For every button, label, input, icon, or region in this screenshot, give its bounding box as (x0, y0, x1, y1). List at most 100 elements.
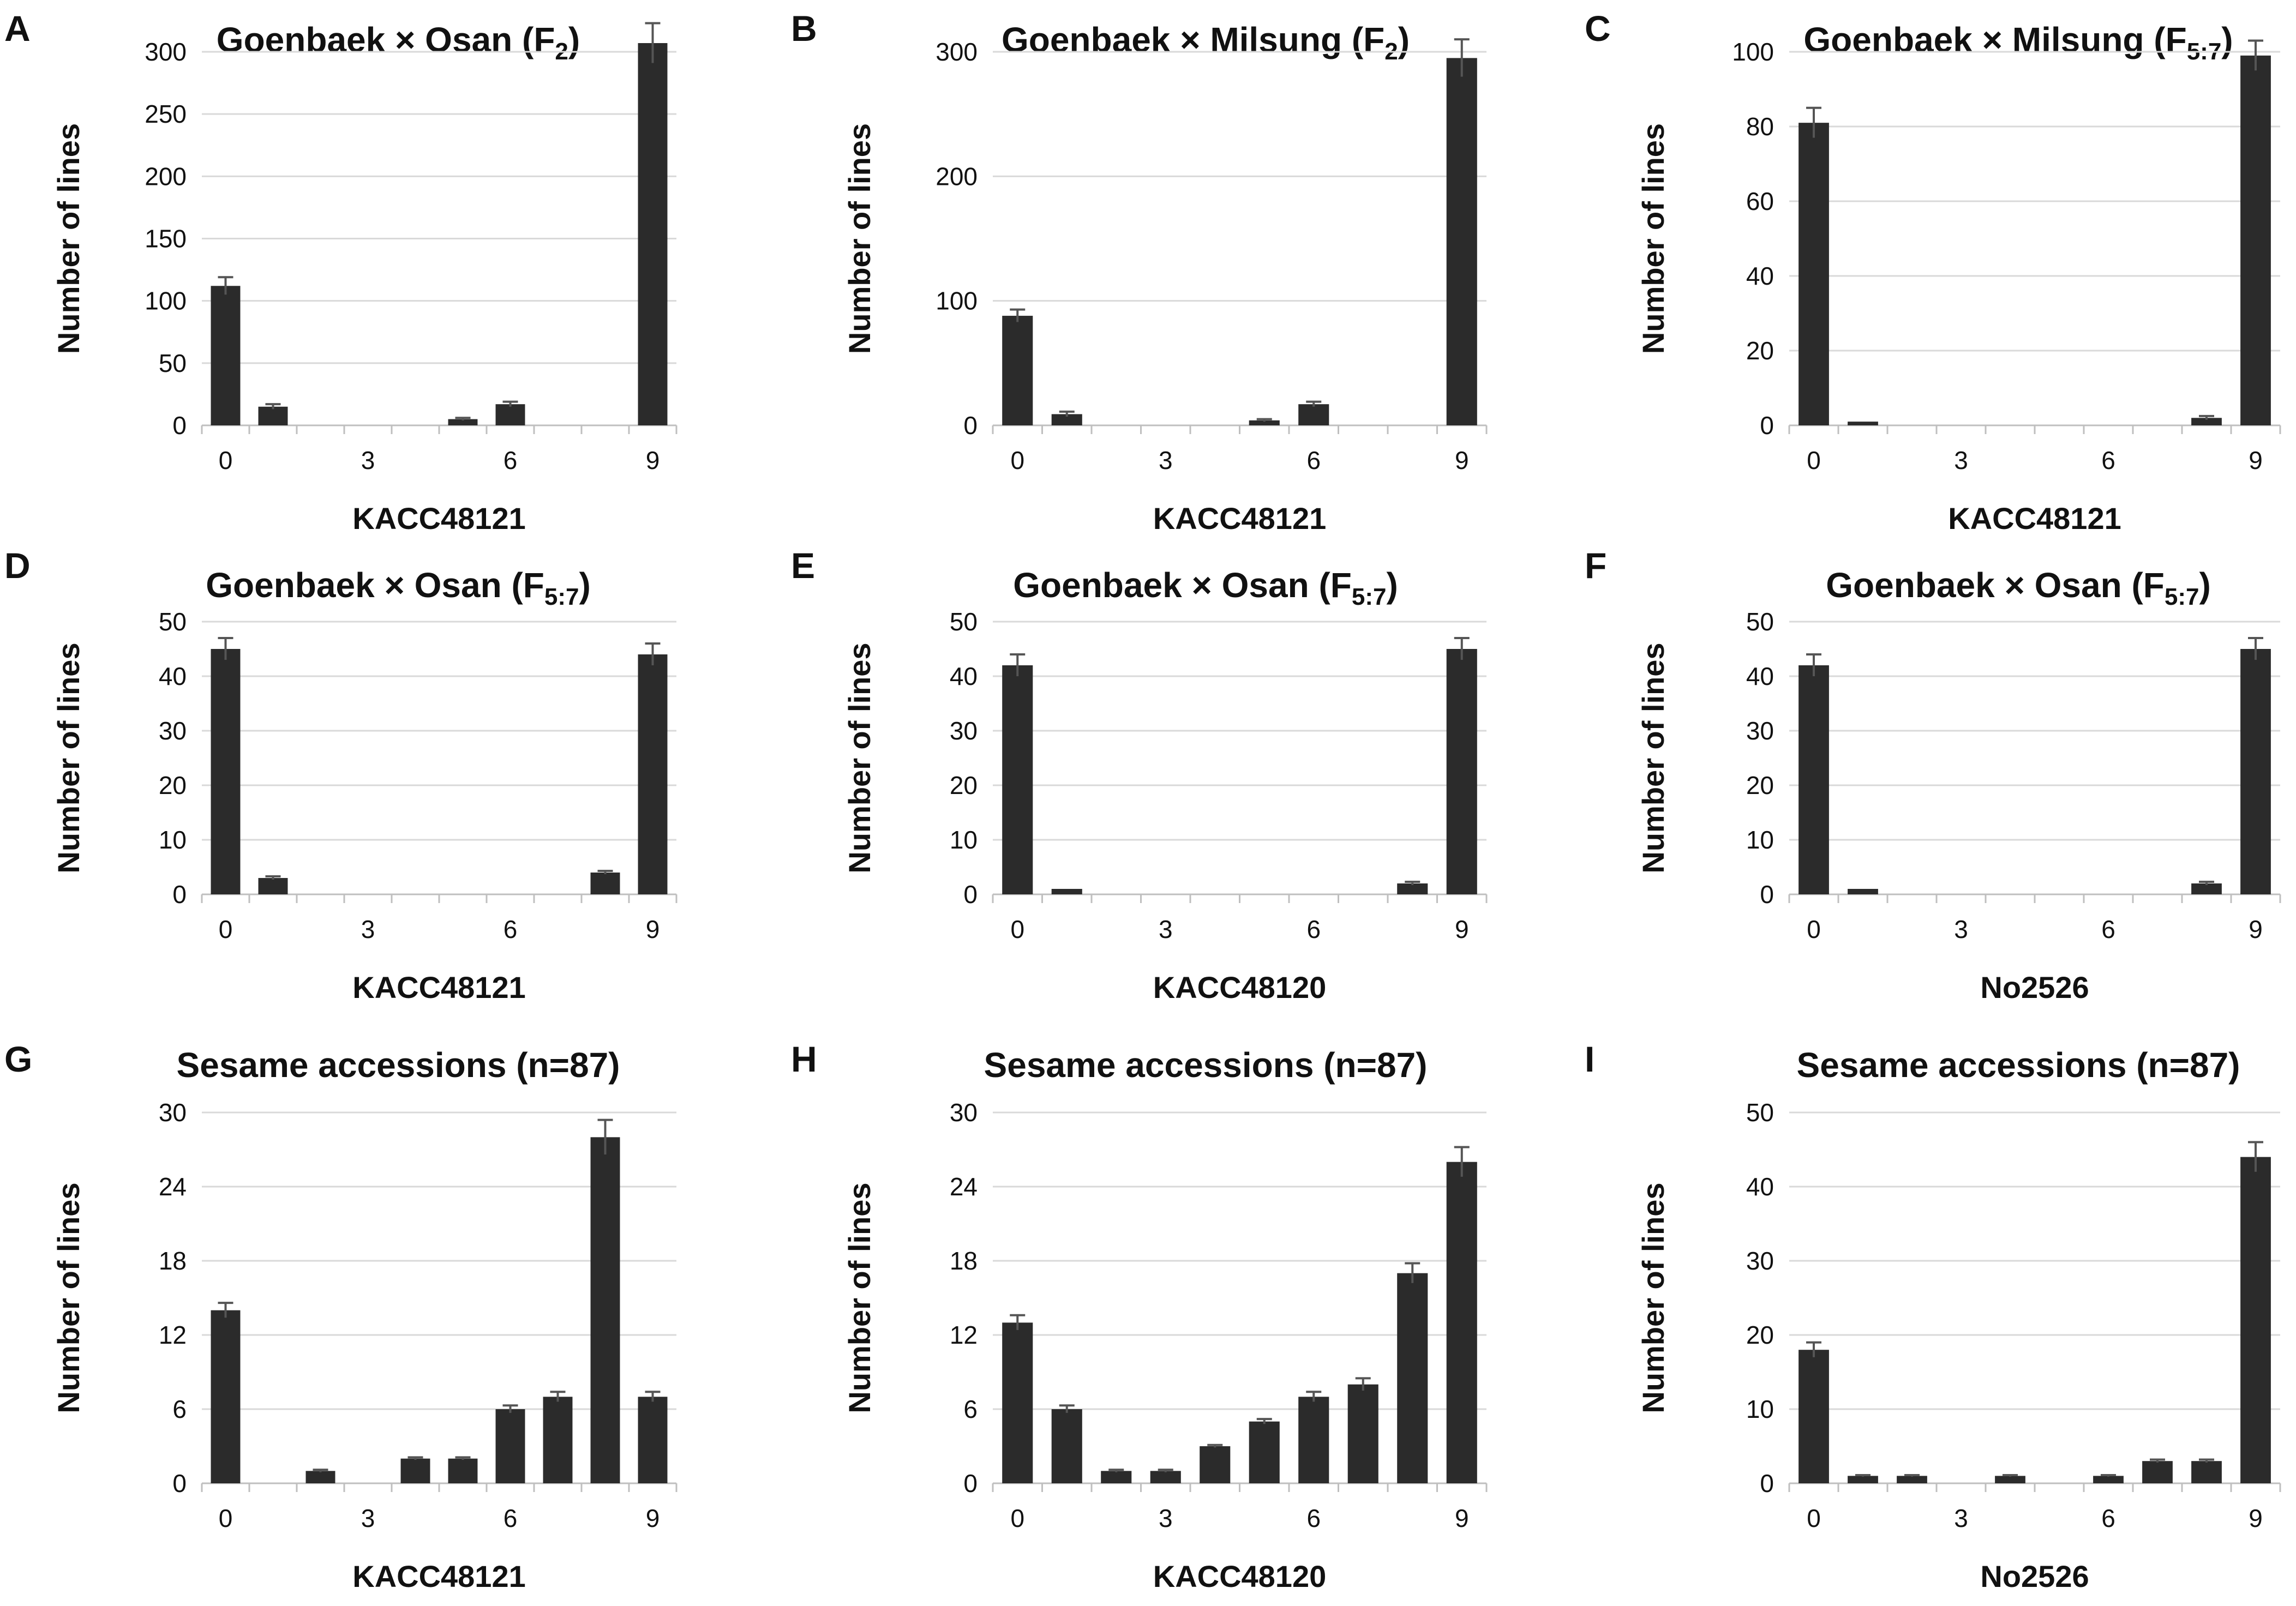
x-tick-label: 9 (646, 446, 660, 474)
x-axis-label: No2526 (1980, 970, 2089, 1004)
y-tick-label: 20 (1746, 771, 1774, 799)
bar (495, 1409, 525, 1483)
bar (1848, 889, 1878, 894)
bar (1002, 1322, 1033, 1483)
y-tick-label: 10 (1746, 1395, 1774, 1423)
chart-panel-i: I Sesame accessions (n=87) 0 10 20 30 40 50 0 3 6 9… (1585, 1039, 2281, 1593)
bar (1298, 404, 1329, 425)
y-axis-label: Number of lines (842, 123, 877, 354)
y-tick-label: 50 (1746, 607, 1774, 636)
y-tick-label: 0 (1760, 1469, 1774, 1497)
bar (1397, 1273, 1428, 1483)
y-tick-label: 24 (950, 1172, 978, 1201)
x-tick-label: 3 (1159, 446, 1173, 474)
x-tick-label: 9 (646, 1504, 660, 1532)
x-axis-label: KACC48121 (352, 501, 526, 536)
panel-letter: B (791, 8, 817, 49)
bar (590, 1137, 620, 1483)
x-tick-label: 3 (361, 1504, 375, 1532)
y-tick-label: 200 (145, 162, 187, 190)
x-tick-label: 0 (1807, 446, 1821, 474)
y-tick-label: 30 (159, 717, 187, 745)
bar (211, 649, 241, 894)
chart-panel-b: B Goenbaek × Milsung (F2) 0 100 200 300 0 3 6 9 KA… (791, 8, 1488, 536)
chart-title: Goenbaek × Milsung (F2) (1002, 20, 1410, 65)
y-tick-label: 18 (159, 1247, 187, 1275)
chart-title-close: ) (568, 20, 580, 59)
y-tick-label: 40 (159, 662, 187, 690)
y-tick-label: 18 (950, 1247, 978, 1275)
bar (1799, 665, 1829, 894)
panel-letter: D (4, 545, 31, 586)
x-tick-label: 6 (503, 1504, 518, 1532)
chart-panel-h: H Sesame accessions (n=87) 0 6 12 18 24 30 0 3 6 9 K… (791, 1039, 1488, 1593)
chart-title: Goenbaek × Osan (F5:7) (1826, 566, 2211, 610)
x-tick-label: 3 (1159, 915, 1173, 943)
y-tick-label: 250 (145, 100, 187, 128)
x-tick-label: 3 (1954, 1504, 1968, 1532)
chart-title: Goenbaek × Osan (F5:7) (1013, 566, 1398, 610)
y-tick-label: 50 (950, 607, 978, 636)
bar (258, 878, 288, 894)
chart-title-main: Goenbaek × Osan (F (1013, 566, 1352, 605)
x-axis-label: KACC48120 (1153, 1559, 1327, 1593)
y-tick-label: 0 (172, 880, 187, 909)
y-tick-label: 20 (159, 771, 187, 799)
bar (1051, 1409, 1082, 1483)
chart-title-main: Goenbaek × Milsung (F (1002, 20, 1384, 59)
y-axis-label: Number of lines (842, 1182, 877, 1413)
y-tick-label: 20 (950, 771, 978, 799)
x-tick-label: 9 (2249, 1504, 2263, 1532)
bar (638, 654, 668, 894)
chart-title-main: Goenbaek × Osan (F (206, 566, 544, 605)
y-tick-label: 30 (1746, 1247, 1774, 1275)
y-tick-label: 10 (1746, 826, 1774, 854)
bar (1101, 1471, 1132, 1483)
chart-title: Sesame accessions (n=87) (1797, 1045, 2240, 1085)
bar (2093, 1476, 2124, 1483)
chart-title-main: Goenbaek × Milsung (F (1803, 20, 2186, 59)
bar (1347, 1384, 1378, 1483)
bar (638, 1397, 668, 1483)
panel-letter: A (4, 8, 31, 49)
x-tick-label: 9 (2249, 446, 2263, 474)
bar (1799, 1350, 1829, 1483)
y-tick-label: 30 (950, 1098, 978, 1127)
x-tick-label: 0 (1010, 1504, 1024, 1532)
x-tick-label: 6 (503, 915, 518, 943)
y-tick-label: 0 (172, 411, 187, 440)
x-tick-label: 0 (1807, 915, 1821, 943)
y-tick-label: 0 (1760, 880, 1774, 909)
y-axis-label: Number of lines (51, 642, 86, 873)
bar (1799, 123, 1829, 425)
bar (448, 1458, 478, 1483)
y-tick-label: 100 (1732, 38, 1774, 66)
bar (211, 1310, 241, 1483)
x-tick-label: 6 (2101, 1504, 2115, 1532)
y-tick-label: 12 (950, 1321, 978, 1349)
bar (305, 1471, 335, 1483)
y-tick-label: 40 (950, 662, 978, 690)
chart-title-close: ) (579, 566, 590, 605)
x-tick-label: 3 (1159, 1504, 1173, 1532)
y-tick-label: 0 (963, 880, 978, 909)
bar (1200, 1446, 1231, 1483)
bar (1397, 883, 1428, 894)
x-axis-label: KACC48121 (352, 1559, 526, 1593)
bar (1848, 422, 1878, 425)
x-tick-label: 9 (646, 915, 660, 943)
y-tick-label: 100 (936, 287, 978, 315)
bar (1002, 665, 1033, 894)
chart-title: Goenbaek × Milsung (F5:7) (1803, 20, 2233, 65)
chart-title-close: ) (1386, 566, 1398, 605)
x-tick-label: 9 (2249, 915, 2263, 943)
x-tick-label: 0 (219, 915, 233, 943)
panel-letter: E (791, 545, 815, 586)
bar (590, 873, 620, 894)
panel-letter: F (1585, 545, 1606, 586)
y-tick-label: 30 (1746, 717, 1774, 745)
y-tick-label: 6 (172, 1395, 187, 1423)
y-tick-label: 300 (936, 38, 978, 66)
x-tick-label: 0 (219, 446, 233, 474)
